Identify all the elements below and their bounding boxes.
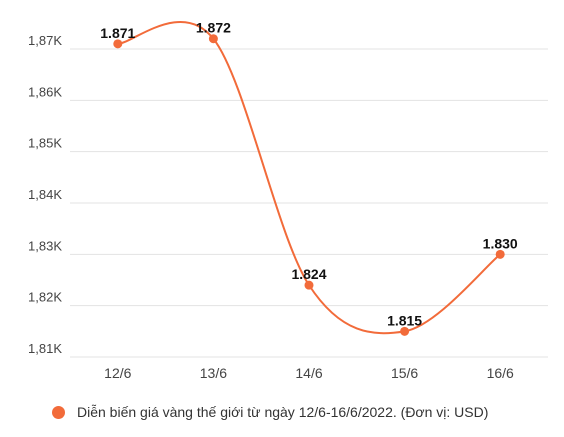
data-label: 1.871 — [100, 25, 135, 41]
y-tick-label: 1,83K — [28, 238, 62, 253]
y-axis-ticks: 1,81K 1,82K 1,83K 1,84K 1,85K 1,86K 1,87K — [28, 33, 62, 356]
data-point — [400, 326, 410, 336]
x-axis-ticks: 12/6 13/6 14/6 15/6 16/6 — [104, 365, 514, 381]
data-label: 1.815 — [387, 312, 422, 328]
legend-label: Diễn biến giá vàng thế giới từ ngày 12/6… — [77, 404, 489, 420]
data-label: 1.830 — [483, 235, 518, 251]
x-tick-label: 14/6 — [295, 365, 322, 381]
legend-marker — [52, 405, 65, 419]
legend: Diễn biến giá vàng thế giới từ ngày 12/6… — [52, 404, 488, 420]
x-tick-label: 13/6 — [200, 365, 227, 381]
data-point — [208, 34, 218, 44]
data-point — [495, 249, 505, 259]
y-tick-label: 1,81K — [28, 341, 62, 356]
y-tick-label: 1,86K — [28, 84, 62, 99]
data-points — [113, 34, 505, 336]
data-point — [113, 39, 123, 49]
data-labels: 1.871 1.872 1.824 1.815 1.830 — [100, 20, 518, 329]
x-tick-label: 16/6 — [487, 365, 514, 381]
y-tick-label: 1,84K — [28, 187, 62, 202]
x-tick-label: 12/6 — [104, 365, 131, 381]
y-tick-label: 1,87K — [28, 33, 62, 48]
data-label: 1.872 — [196, 20, 231, 36]
data-label: 1.824 — [291, 266, 326, 282]
y-tick-label: 1,85K — [28, 136, 62, 151]
x-tick-label: 15/6 — [391, 365, 418, 381]
series-line — [117, 21, 501, 335]
y-tick-label: 1,82K — [28, 290, 62, 305]
data-point — [304, 280, 314, 290]
gridlines — [70, 48, 548, 358]
